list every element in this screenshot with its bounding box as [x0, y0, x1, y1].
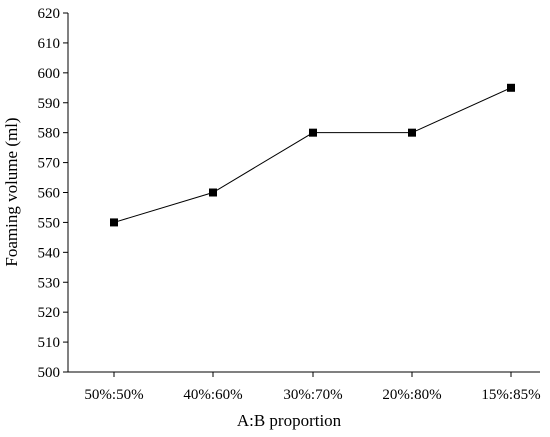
x-tick-label: 20%:80% [382, 387, 441, 403]
data-point-marker [110, 218, 118, 227]
data-point-marker [507, 83, 515, 92]
y-tick-label: 560 [38, 186, 61, 202]
y-tick-label: 580 [38, 126, 61, 142]
x-tick-label: 30%:70% [283, 387, 342, 403]
x-axis-title: A:B proportion [237, 411, 342, 430]
y-tick-label: 590 [38, 96, 61, 112]
y-tick-label: 550 [38, 215, 61, 231]
x-tick-label: 15%:85% [481, 387, 540, 403]
y-tick-label: 540 [38, 245, 61, 261]
y-tick-label: 570 [38, 156, 61, 172]
y-tick-label: 610 [38, 36, 61, 52]
y-tick-label: 510 [38, 335, 61, 351]
y-tick-label: 530 [38, 275, 61, 291]
y-axis-title: Foaming volume (ml) [2, 117, 21, 266]
y-tick-label: 500 [38, 365, 61, 381]
y-tick-label: 620 [38, 6, 61, 22]
series-layer [110, 83, 515, 227]
y-tick-label: 600 [38, 66, 61, 82]
data-point-marker [209, 188, 217, 197]
data-point-marker [309, 128, 317, 137]
x-axis: 50%:50% 40%:60% 30%:70% 20%:80% 15%:85% [68, 371, 541, 403]
x-tick-label: 40%:60% [183, 387, 242, 403]
x-tick-label: 50%:50% [84, 387, 143, 403]
series-line [113, 87, 512, 223]
y-tick-label: 520 [38, 305, 61, 321]
y-axis: 500 510 520 530 540 550 560 570 580 590 600 610 620 [38, 6, 69, 381]
data-point-marker [408, 128, 416, 137]
